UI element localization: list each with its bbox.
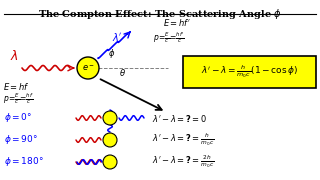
Text: $\phi$: $\phi$ — [108, 48, 116, 60]
Text: $\lambda' - \lambda = \mathbf{?} = 0$: $\lambda' - \lambda = \mathbf{?} = 0$ — [152, 112, 207, 123]
Text: $\theta$: $\theta$ — [118, 68, 125, 78]
Text: $\phi = 90°$: $\phi = 90°$ — [4, 134, 38, 147]
Circle shape — [103, 133, 117, 147]
Text: $\lambda'$: $\lambda'$ — [112, 31, 122, 43]
Text: $\lambda' - \lambda = \frac{h}{m_0 c}(1 - \cos\phi)$: $\lambda' - \lambda = \frac{h}{m_0 c}(1 … — [202, 64, 299, 80]
Text: $\phi = 0°$: $\phi = 0°$ — [4, 111, 32, 125]
Text: $\lambda$: $\lambda$ — [10, 49, 18, 63]
Circle shape — [77, 57, 99, 79]
Text: $p\!=\!\frac{E}{c}\!=\!\frac{hf}{c}$: $p\!=\!\frac{E}{c}\!=\!\frac{hf}{c}$ — [3, 92, 34, 106]
FancyBboxPatch shape — [183, 56, 316, 88]
Text: $p\!=\!\frac{E}{c}\!=\!\frac{hf'}{c}$: $p\!=\!\frac{E}{c}\!=\!\frac{hf'}{c}$ — [153, 31, 185, 45]
Text: $E = hf$: $E = hf$ — [3, 82, 30, 93]
Text: $\lambda' - \lambda = \mathbf{?} = \frac{h}{m_0 c}$: $\lambda' - \lambda = \mathbf{?} = \frac… — [152, 132, 214, 148]
Circle shape — [103, 155, 117, 169]
Text: The Compton Effect: The Scattering Angle $\phi$: The Compton Effect: The Scattering Angle… — [38, 7, 282, 21]
Text: $\lambda' - \lambda = \mathbf{?} = \frac{2h}{m_0 c}$: $\lambda' - \lambda = \mathbf{?} = \frac… — [152, 154, 214, 170]
Text: $e^-$: $e^-$ — [82, 63, 94, 73]
Circle shape — [103, 111, 117, 125]
Text: $E = hf'$: $E = hf'$ — [163, 17, 191, 28]
Text: $\phi = 180°$: $\phi = 180°$ — [4, 156, 44, 168]
